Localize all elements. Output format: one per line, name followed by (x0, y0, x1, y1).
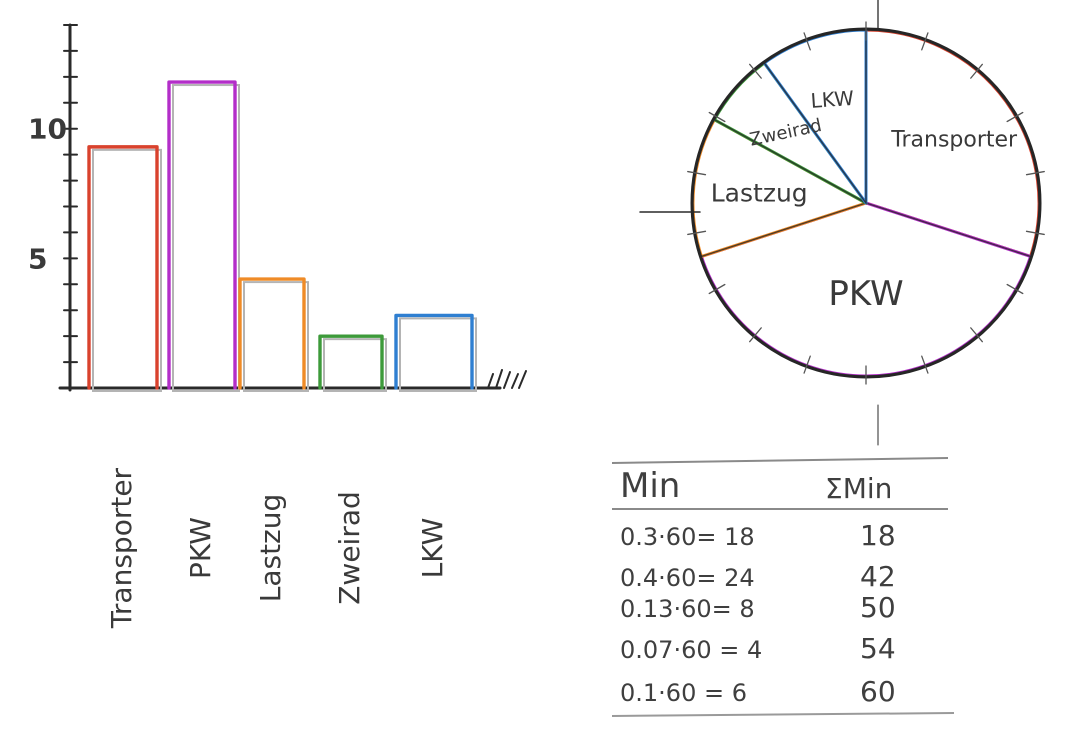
bar (167, 80, 237, 390)
bar-shadow (92, 148, 162, 392)
bar-shadow (172, 84, 240, 393)
table-header-min: Min (620, 466, 680, 506)
pie-tick (749, 327, 762, 343)
table-cell-sum-min: 60 (860, 675, 896, 708)
bar (238, 277, 306, 390)
pie-ticks (687, 21, 1045, 385)
pie-tick (1025, 170, 1045, 176)
table-top-rule (611, 457, 949, 464)
table-cell-sum-min: 54 (860, 632, 896, 665)
table-cell-min: 0.1·60 = 6 (620, 679, 747, 707)
summary-table: Min ΣMin 0.3·60= 18 18 0.4·60= 24 42 0.13·60… (611, 457, 955, 717)
y-axis-label: 5 (28, 242, 47, 275)
x-axis-label: PKW (184, 517, 217, 579)
table-cell-min: 0.07·60 = 4 (620, 636, 762, 664)
x-axis-label: LKW (416, 518, 449, 579)
bar (394, 313, 474, 390)
y-axis-labels: 5 10 (28, 113, 67, 276)
bar-chart: 5 10 Transporter PKW Lastzug Zweirad LKW (28, 23, 527, 629)
bar-shadow (399, 317, 477, 392)
table-bottom-rule (611, 712, 955, 717)
x-axis-label: Lastzug (254, 494, 287, 603)
pie-tick (1025, 230, 1045, 236)
x-axis-break-mark (487, 369, 527, 389)
pie-label: LKW (810, 86, 855, 113)
pie-tick (687, 170, 707, 176)
table-cell-min: 0.13·60= 8 (620, 595, 755, 623)
bar-shadow (323, 338, 387, 392)
x-axis-labels: Transporter PKW Lastzug Zweirad LKW (105, 467, 449, 629)
pie-label: PKW (828, 274, 903, 314)
x-axis-label: Transporter (105, 467, 138, 629)
pie-tick (921, 32, 929, 51)
table-cell-sum-min: 42 (860, 560, 896, 593)
y-axis-label: 10 (28, 113, 67, 146)
table-cell-sum-min: 18 (860, 519, 896, 552)
table-cell-sum-min: 50 (860, 591, 896, 624)
pie-tick (708, 111, 726, 123)
pie-tick (687, 230, 707, 236)
table-rows: 0.3·60= 18 18 0.4·60= 24 42 0.13·60= 8 50 0.07… (620, 519, 896, 708)
bars (87, 80, 477, 393)
pie-tick (803, 355, 811, 374)
pie-tick (749, 63, 762, 79)
pie-tick (1006, 111, 1024, 123)
y-axis-ticks (63, 24, 78, 364)
bar-shadow (243, 281, 309, 393)
bar (87, 145, 159, 390)
pie-tick (921, 355, 929, 374)
bar (318, 334, 384, 390)
pie-label: Transporter (890, 128, 1018, 153)
pie-label: Lastzug (711, 179, 808, 208)
pie-tick (970, 63, 983, 79)
pie-tick (803, 32, 811, 51)
pie-tick (708, 283, 726, 295)
x-axis-label: Zweirad (333, 491, 366, 605)
pie-tick (970, 327, 983, 343)
pie-tick (1006, 283, 1024, 295)
pie-slices (690, 27, 1042, 379)
table-cell-min: 0.4·60= 24 (620, 564, 755, 592)
table-header-sum-min: ΣMin (825, 472, 892, 505)
table-cell-min: 0.3·60= 18 (620, 523, 755, 551)
